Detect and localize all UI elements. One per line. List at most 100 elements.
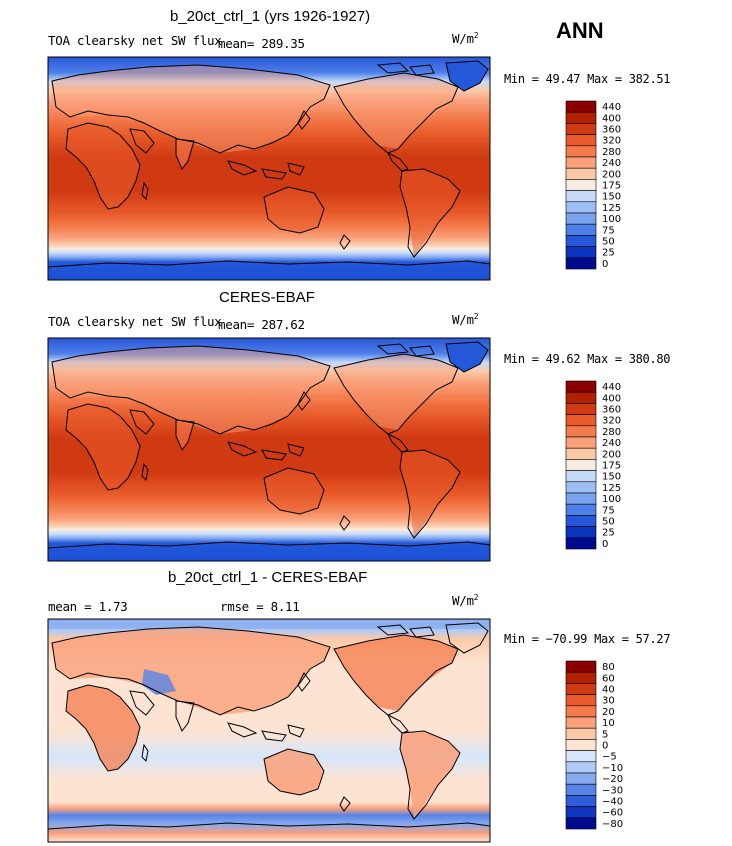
colorbar-box	[565, 414, 597, 427]
panel3-title: b_20ct_ctrl_1 - CERES-EBAF	[168, 569, 368, 586]
colorbar-label: 20	[602, 707, 615, 718]
colorbar-box	[565, 727, 597, 740]
colorbar-box	[565, 235, 597, 247]
colorbar-label: 80	[602, 662, 615, 673]
colorbar-box	[565, 100, 597, 113]
colorbar-label: 25	[602, 248, 615, 259]
panel3-map	[47, 618, 491, 843]
colorbar-label: 0	[602, 259, 608, 270]
panel1-map	[47, 56, 491, 281]
colorbar-label: 75	[602, 505, 615, 516]
colorbar-box	[565, 380, 597, 393]
colorbar-label: 440	[602, 102, 621, 113]
colorbar-label: −60	[602, 808, 623, 819]
panel3-units: W/m2	[452, 593, 479, 609]
colorbar-box	[565, 436, 597, 449]
colorbar-label: 400	[602, 113, 621, 124]
colorbar-label: 320	[602, 416, 621, 427]
colorbar-box	[565, 492, 597, 505]
panel2-units: W/m2	[452, 312, 479, 328]
colorbar-box	[565, 705, 597, 718]
colorbar-label: 25	[602, 528, 615, 539]
colorbar-label: 100	[602, 214, 621, 225]
colorbar-label: −80	[602, 819, 623, 830]
panel1-minmax: Min = 49.47 Max = 382.51	[504, 72, 671, 86]
colorbar-box	[565, 817, 597, 830]
colorbar-box	[565, 156, 597, 169]
colorbar-label: 200	[602, 169, 621, 180]
colorbar-box	[565, 537, 597, 550]
colorbar-label: 60	[602, 673, 615, 684]
colorbar-box	[565, 179, 597, 191]
colorbar-label: −30	[602, 785, 623, 796]
colorbar-box	[565, 806, 597, 819]
colorbar-label: 360	[602, 405, 621, 416]
panel2-mean: mean= 287.62	[218, 317, 305, 332]
colorbar-label: 240	[602, 438, 621, 449]
colorbar-box	[565, 403, 597, 415]
colorbar-label: 175	[602, 461, 621, 472]
panel1-subtitle: TOA clearsky net SW flux	[48, 33, 222, 48]
panel2-map	[47, 337, 491, 562]
colorbar-box	[565, 447, 597, 460]
panel3-minmax: Min = −70.99 Max = 57.27	[504, 632, 671, 646]
colorbar-box	[565, 111, 597, 124]
panel2-title: CERES-EBAF	[219, 289, 315, 306]
colorbar-label: 175	[602, 181, 621, 192]
colorbar-box	[565, 257, 597, 270]
colorbar-box	[565, 212, 597, 225]
colorbar-label: 240	[602, 158, 621, 169]
colorbar-box	[565, 246, 597, 259]
colorbar-box	[565, 761, 597, 774]
colorbar-box	[565, 526, 597, 539]
colorbar-label: 125	[602, 203, 621, 214]
colorbar-box	[565, 145, 597, 158]
colorbar-label: 150	[602, 472, 621, 483]
colorbar-box	[565, 772, 597, 785]
colorbar-label: 75	[602, 225, 615, 236]
season-label: ANN	[556, 18, 604, 43]
panel2-subtitle: TOA clearsky net SW flux	[48, 314, 222, 329]
colorbar-label: 40	[602, 685, 615, 696]
colorbar-box	[565, 795, 597, 807]
colorbar-box	[565, 694, 597, 707]
panel3-mean: mean = 1.73	[48, 599, 128, 614]
colorbar-label: 100	[602, 494, 621, 505]
colorbar-label: 0	[602, 539, 608, 550]
colorbar-box	[565, 223, 597, 236]
colorbar-box	[565, 671, 597, 684]
panel1-mean: mean= 289.35	[218, 36, 305, 51]
colorbar-box	[565, 515, 597, 527]
colorbar-label: −20	[602, 774, 623, 785]
colorbar-box	[565, 470, 597, 483]
panel1-units: W/m2	[452, 31, 479, 47]
colorbar-box	[565, 783, 597, 796]
colorbar-box	[565, 134, 597, 147]
colorbar-label: 10	[602, 718, 615, 729]
colorbar-label: 200	[602, 449, 621, 460]
colorbar-box	[565, 683, 597, 695]
colorbar-label: 150	[602, 192, 621, 203]
colorbar-box	[565, 660, 597, 673]
colorbar-label: −10	[602, 763, 623, 774]
colorbar-label: 400	[602, 393, 621, 404]
colorbar-box	[565, 739, 597, 751]
panel2-minmax: Min = 49.62 Max = 380.80	[504, 352, 671, 366]
colorbar-box	[565, 391, 597, 404]
colorbar-label: 440	[602, 382, 621, 393]
colorbar-label: 125	[602, 483, 621, 494]
colorbar-box	[565, 750, 597, 763]
colorbar-label: 30	[602, 696, 615, 707]
panel1-title: b_20ct_ctrl_1 (yrs 1926-1927)	[170, 8, 371, 25]
colorbar-box	[565, 201, 597, 214]
colorbar-label: 50	[602, 517, 615, 528]
colorbar-label: 320	[602, 136, 621, 147]
colorbar-box	[565, 190, 597, 203]
colorbar-box	[565, 481, 597, 494]
colorbar-box	[565, 459, 597, 471]
colorbar-box	[565, 716, 597, 729]
